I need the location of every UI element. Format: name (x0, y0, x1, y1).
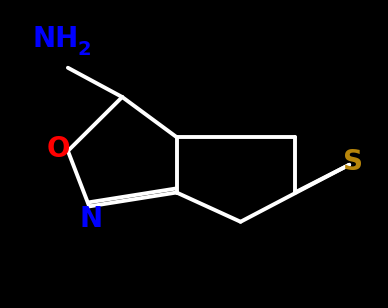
Text: S: S (343, 148, 363, 176)
Text: O: O (47, 136, 70, 163)
Text: 2: 2 (78, 40, 91, 59)
Text: NH: NH (33, 25, 79, 52)
Text: N: N (80, 205, 103, 233)
